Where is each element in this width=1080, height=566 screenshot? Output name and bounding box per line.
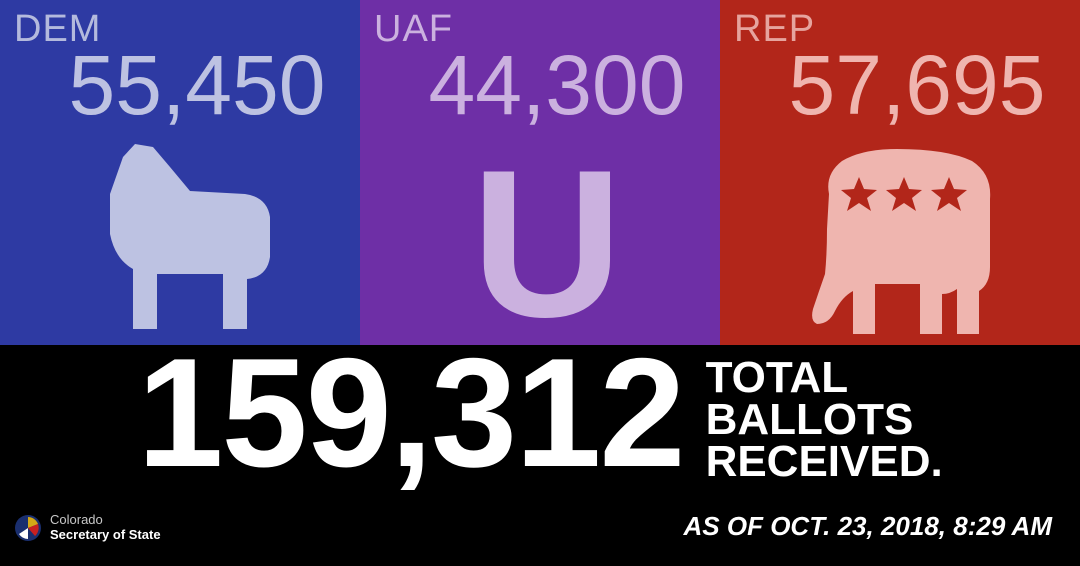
footer-logo: Colorado Secretary of State xyxy=(14,513,161,542)
footer-line2: Secretary of State xyxy=(50,528,161,542)
rep-value: 57,695 xyxy=(734,37,1080,134)
bottom-section: 159,312 TOTAL BALLOTS RECEIVED. AS OF OC… xyxy=(0,345,1080,566)
total-row: 159,312 TOTAL BALLOTS RECEIVED. xyxy=(0,345,1080,490)
total-line1: TOTAL xyxy=(706,357,943,399)
dem-value: 55,450 xyxy=(14,37,360,134)
footer-text: Colorado Secretary of State xyxy=(50,513,161,542)
panel-uaf: UAF 44,300 U xyxy=(360,0,720,345)
panel-dem: DEM 55,450 xyxy=(0,0,360,345)
total-line3: RECEIVED. xyxy=(706,441,943,483)
uaf-value: 44,300 xyxy=(374,37,720,134)
donkey-icon xyxy=(14,139,360,339)
timestamp: AS OF OCT. 23, 2018, 8:29 AM xyxy=(684,511,1052,542)
elephant-icon xyxy=(734,139,1080,339)
total-line2: BALLOTS xyxy=(706,399,943,441)
total-text: TOTAL BALLOTS RECEIVED. xyxy=(706,357,943,482)
panel-rep: REP 57,695 xyxy=(720,0,1080,345)
footer-line1: Colorado xyxy=(50,513,161,527)
party-panels: DEM 55,450 UAF 44,300 U REP 57,695 xyxy=(0,0,1080,345)
letter-u-icon: U xyxy=(374,139,720,339)
total-number: 159,312 xyxy=(137,335,683,490)
colorado-seal-icon xyxy=(14,514,42,542)
